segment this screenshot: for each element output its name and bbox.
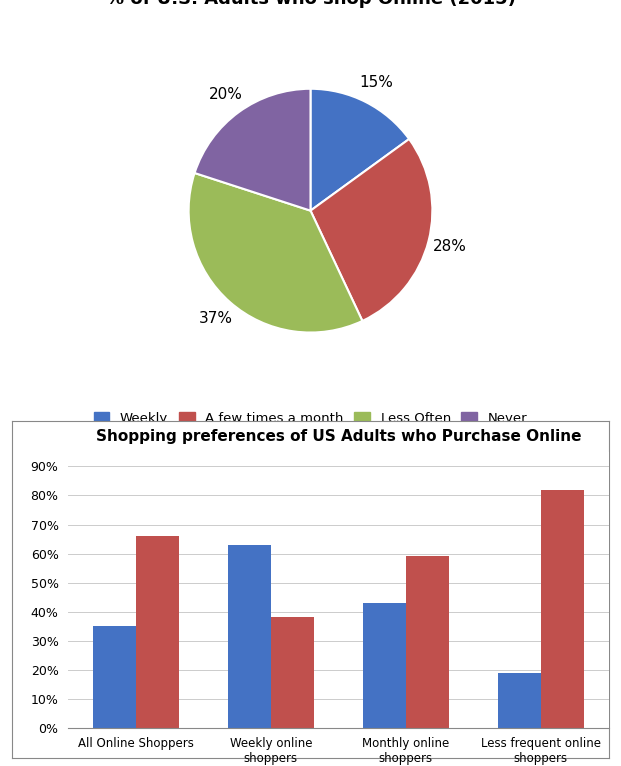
Text: 20%: 20%	[209, 87, 243, 102]
Title: % of U.S. Adults who shop Online (2015): % of U.S. Adults who shop Online (2015)	[106, 0, 515, 8]
Bar	[271, 617, 314, 728]
Bar	[406, 556, 449, 728]
Wedge shape	[194, 89, 310, 211]
Bar	[228, 545, 271, 728]
Wedge shape	[310, 139, 432, 321]
Bar	[363, 603, 406, 728]
Bar	[541, 489, 584, 728]
Wedge shape	[189, 173, 363, 332]
Title: Shopping preferences of US Adults who Purchase Online: Shopping preferences of US Adults who Pu…	[96, 429, 581, 444]
Text: 28%: 28%	[433, 239, 467, 254]
Bar	[497, 673, 541, 728]
Wedge shape	[310, 89, 409, 211]
Bar	[93, 626, 136, 728]
Text: 15%: 15%	[359, 75, 392, 90]
Bar	[136, 536, 179, 728]
Legend: Weekly, A few times a month, Less Often, Never: Weekly, A few times a month, Less Often,…	[88, 407, 533, 430]
Text: 37%: 37%	[198, 311, 232, 326]
